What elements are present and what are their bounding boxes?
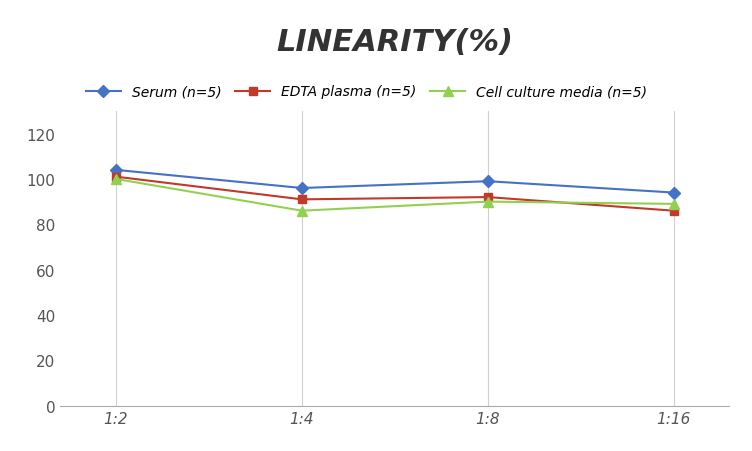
EDTA plasma (n=5) — [484, 195, 493, 200]
Serum (n=5) — [297, 186, 306, 191]
Cell culture media (n=5) — [297, 208, 306, 214]
Cell culture media (n=5) — [669, 202, 678, 207]
Serum (n=5) — [111, 168, 120, 173]
Serum (n=5) — [484, 179, 493, 184]
EDTA plasma (n=5) — [669, 208, 678, 214]
Cell culture media (n=5) — [484, 199, 493, 205]
EDTA plasma (n=5) — [297, 197, 306, 202]
Text: LINEARITY(%): LINEARITY(%) — [276, 28, 514, 57]
Legend: Serum (n=5), EDTA plasma (n=5), Cell culture media (n=5): Serum (n=5), EDTA plasma (n=5), Cell cul… — [80, 80, 653, 105]
Serum (n=5) — [669, 190, 678, 196]
Line: EDTA plasma (n=5): EDTA plasma (n=5) — [112, 173, 678, 216]
Cell culture media (n=5) — [111, 177, 120, 182]
EDTA plasma (n=5) — [111, 175, 120, 180]
Line: Cell culture media (n=5): Cell culture media (n=5) — [111, 175, 678, 216]
Line: Serum (n=5): Serum (n=5) — [112, 166, 678, 197]
